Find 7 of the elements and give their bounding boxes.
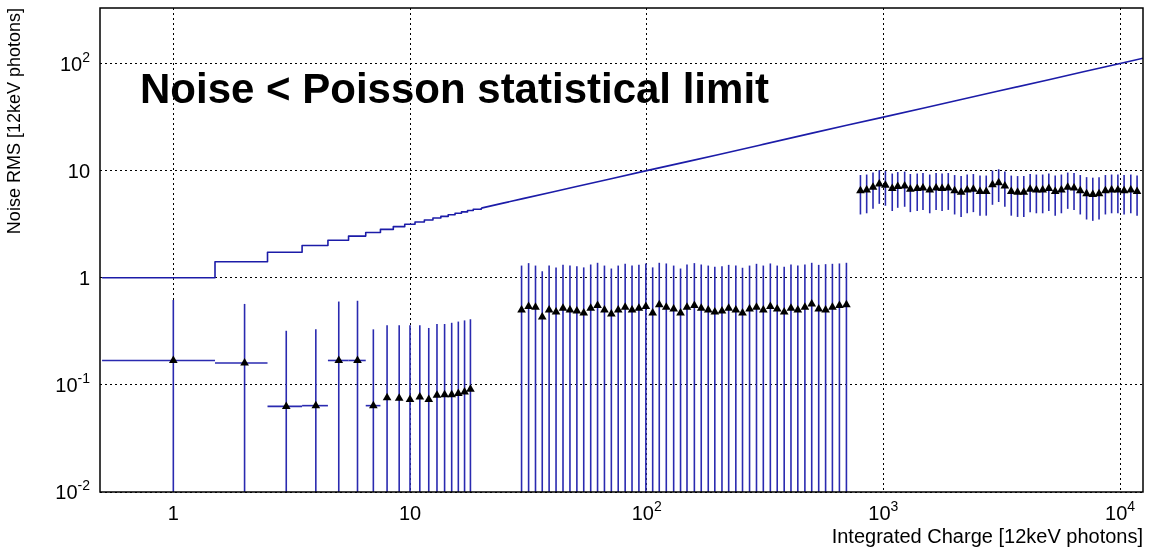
x-tick-label: 1 [167,502,179,524]
y-axis-title: Noise RMS [12keV photons] [3,8,24,235]
y-tick-label: 10 [67,159,90,182]
x-axis-title: Integrated Charge [12keV photons] [831,524,1143,547]
annotation: Noise < Poisson statistical limit [140,65,770,112]
y-tick-label: 1 [78,266,90,289]
x-tick-label: 10 [398,502,422,524]
